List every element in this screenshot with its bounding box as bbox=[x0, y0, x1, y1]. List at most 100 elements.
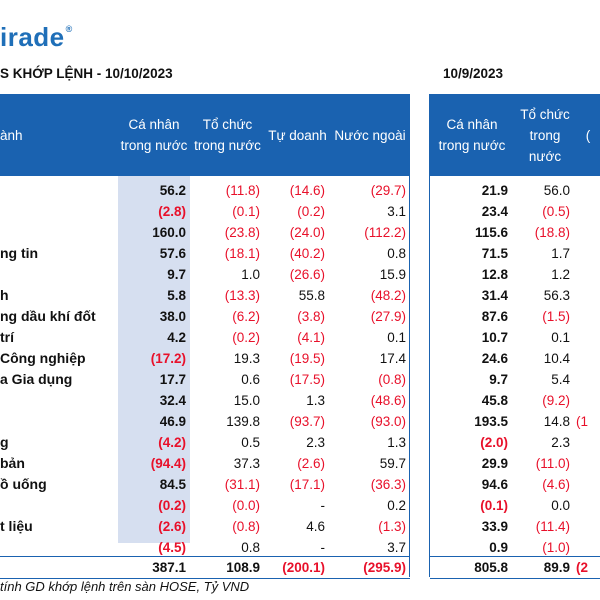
header-individual-prev: Cá nhân trong nước bbox=[438, 117, 506, 153]
row-prev-value-cell: 24.6 bbox=[481, 351, 508, 366]
row-sector-name: g bbox=[0, 434, 9, 450]
row-prev-value-cell: 71.5 bbox=[481, 246, 508, 261]
header-sector: ành bbox=[0, 127, 23, 143]
row-prev-value-cell: 12.8 bbox=[481, 267, 508, 282]
right-table-title: 10/9/2023 bbox=[443, 66, 504, 81]
row-value-cell: (0.0) bbox=[232, 498, 260, 513]
row-value-cell: 15.9 bbox=[379, 267, 406, 282]
row-prev-value-cell: 29.9 bbox=[481, 456, 508, 471]
right-table-border bbox=[429, 94, 430, 577]
left-table-border bbox=[409, 94, 410, 577]
logo-text: irade bbox=[0, 22, 65, 52]
row-value-cell: 0.2 bbox=[387, 498, 406, 513]
row-value-cell: 1.0 bbox=[241, 267, 260, 282]
row-prev-value-cell bbox=[576, 327, 600, 348]
row-prev-value-cell bbox=[576, 348, 600, 369]
row-prev-value-cell bbox=[576, 537, 600, 558]
row-value-cell: (24.0) bbox=[289, 225, 325, 240]
row-value-cell: (14.6) bbox=[289, 183, 325, 198]
row-value-cell: 19.3 bbox=[233, 351, 260, 366]
row-value-cell: 46.9 bbox=[159, 414, 186, 429]
row-value-cell: (29.7) bbox=[370, 183, 406, 198]
row-value-cell: (2.8) bbox=[158, 204, 186, 219]
row-prev-value-cell bbox=[576, 474, 600, 495]
row-prev-value-cell: 115.6 bbox=[474, 225, 508, 240]
row-value-cell: 1.3 bbox=[387, 435, 406, 450]
row-prev-value-cell bbox=[576, 264, 600, 285]
row-value-cell: (48.6) bbox=[370, 393, 406, 408]
total-individual: 387.1 bbox=[152, 560, 186, 575]
row-sector-name: Công nghiệp bbox=[0, 350, 86, 366]
row-sector-name: trí bbox=[0, 329, 14, 345]
header-institution-prev: Tổ chức trong nước bbox=[520, 106, 570, 164]
row-value-cell: (94.4) bbox=[150, 456, 186, 471]
row-prev-value-cell bbox=[576, 243, 600, 264]
header-partial-prev: ( bbox=[585, 127, 591, 143]
row-value-cell: (0.1) bbox=[232, 204, 260, 219]
row-value-cell: (2.6) bbox=[297, 456, 325, 471]
row-value-cell: (31.1) bbox=[224, 477, 260, 492]
total-proprietary: (200.1) bbox=[282, 560, 325, 575]
row-value-cell: (40.2) bbox=[289, 246, 325, 261]
row-prev-value-cell: 0.1 bbox=[551, 330, 570, 345]
row-value-cell: 160.0 bbox=[152, 225, 186, 240]
row-sector-name: ồ uống bbox=[0, 476, 47, 492]
left-total-row: 387.1 108.9 (200.1) (295.9) bbox=[0, 556, 410, 579]
row-value-cell: (0.8) bbox=[378, 372, 406, 387]
row-value-cell: (23.8) bbox=[224, 225, 260, 240]
right-table: Cá nhân trong nước Tổ chức trong nước ( … bbox=[430, 94, 600, 555]
row-value-cell: 0.5 bbox=[241, 435, 260, 450]
row-prev-value-cell: 21.9 bbox=[481, 183, 508, 198]
brand-logo: irade® bbox=[0, 22, 73, 53]
row-value-cell: 139.8 bbox=[226, 414, 260, 429]
row-prev-value-cell bbox=[576, 390, 600, 411]
row-prev-value-cell: (1 bbox=[576, 414, 589, 429]
row-prev-value-cell bbox=[576, 222, 600, 243]
row-value-cell: (36.3) bbox=[370, 477, 406, 492]
row-value-cell: (19.5) bbox=[289, 351, 325, 366]
row-value-cell: (4.2) bbox=[158, 435, 186, 450]
row-prev-value-cell: 14.8 bbox=[543, 414, 570, 429]
left-table-title: S KHỚP LỆNH - 10/10/2023 bbox=[0, 66, 173, 81]
row-prev-value-cell: 5.4 bbox=[551, 372, 570, 387]
row-value-cell: 3.1 bbox=[387, 204, 406, 219]
row-sector-name: a Gia dụng bbox=[0, 371, 73, 387]
row-prev-value-cell: 0.9 bbox=[489, 540, 508, 555]
row-value-cell: (112.2) bbox=[364, 225, 406, 240]
row-prev-value-cell bbox=[576, 201, 600, 222]
left-table-body: 56.2 (11.8) (14.6) (29.7) (2.8) (0.1) (0.2) 3.1… bbox=[0, 176, 410, 555]
row-value-cell: 5.8 bbox=[167, 288, 186, 303]
row-prev-value-cell: 56.3 bbox=[543, 288, 570, 303]
row-value-cell: (0.8) bbox=[232, 519, 260, 534]
row-prev-value-cell: (2.0) bbox=[480, 435, 508, 450]
row-value-cell: (0.2) bbox=[232, 330, 260, 345]
header-institution: Tổ chức trong nước bbox=[194, 117, 261, 153]
row-prev-value-cell bbox=[576, 285, 600, 306]
row-prev-value-cell: 2.3 bbox=[551, 435, 570, 450]
row-prev-value-cell bbox=[576, 495, 600, 516]
left-table: ành Cá nhân trong nước Tổ chức trong nướ… bbox=[0, 94, 410, 555]
footnote: tính GD khớp lệnh trên sàn HOSE, Tỷ VND bbox=[0, 579, 250, 594]
total-individual-prev: 805.8 bbox=[474, 560, 508, 575]
row-prev-value-cell: (0.1) bbox=[480, 498, 508, 513]
row-prev-value-cell: 31.4 bbox=[481, 288, 508, 303]
row-prev-value-cell bbox=[576, 432, 600, 453]
row-prev-value-cell: 0.0 bbox=[551, 498, 570, 513]
row-value-cell: 0.1 bbox=[387, 330, 406, 345]
row-value-cell: (17.2) bbox=[150, 351, 186, 366]
row-prev-value-cell bbox=[576, 453, 600, 474]
row-value-cell: 4.2 bbox=[167, 330, 186, 345]
row-value-cell: 55.8 bbox=[298, 288, 325, 303]
row-value-cell: 17.7 bbox=[159, 372, 186, 387]
row-prev-value-cell: 9.7 bbox=[489, 372, 508, 387]
row-prev-value-cell: 1.7 bbox=[551, 246, 570, 261]
header-foreign: Nước ngoài bbox=[334, 127, 406, 143]
row-value-cell: 59.7 bbox=[379, 456, 406, 471]
row-value-cell: 56.2 bbox=[159, 183, 186, 198]
row-prev-value-cell bbox=[576, 306, 600, 327]
row-prev-value-cell: 56.0 bbox=[543, 183, 570, 198]
row-prev-value-cell: (11.0) bbox=[535, 456, 570, 471]
row-prev-value-cell: (1.5) bbox=[542, 309, 570, 324]
row-prev-value-cell bbox=[576, 180, 600, 201]
row-value-cell: (17.1) bbox=[289, 477, 325, 492]
